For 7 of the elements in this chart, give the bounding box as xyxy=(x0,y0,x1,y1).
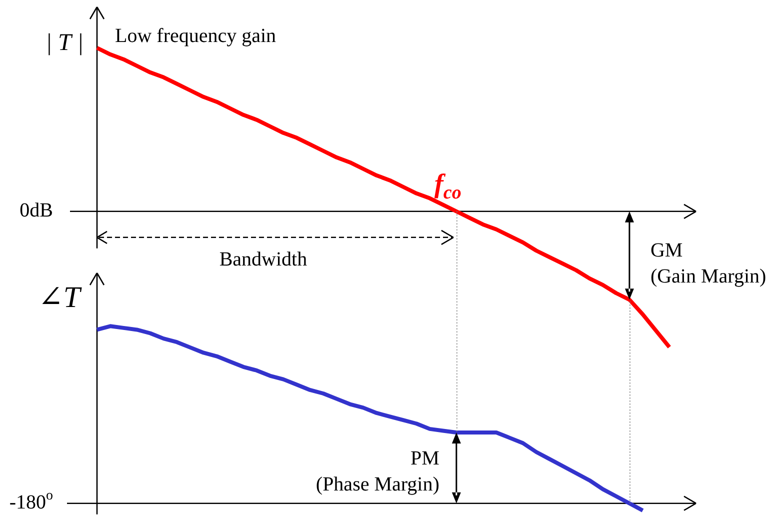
y-axis-title: | T | xyxy=(45,30,84,56)
y-axis-title: ∠T xyxy=(38,281,82,314)
annotation: GM (Gain Margin) xyxy=(650,239,766,288)
text: Low frequency gain xyxy=(115,24,276,47)
annotation: PM (Phase Margin) xyxy=(316,447,440,496)
text: 0dB xyxy=(20,200,54,222)
annotation: Bandwidth xyxy=(219,248,308,270)
